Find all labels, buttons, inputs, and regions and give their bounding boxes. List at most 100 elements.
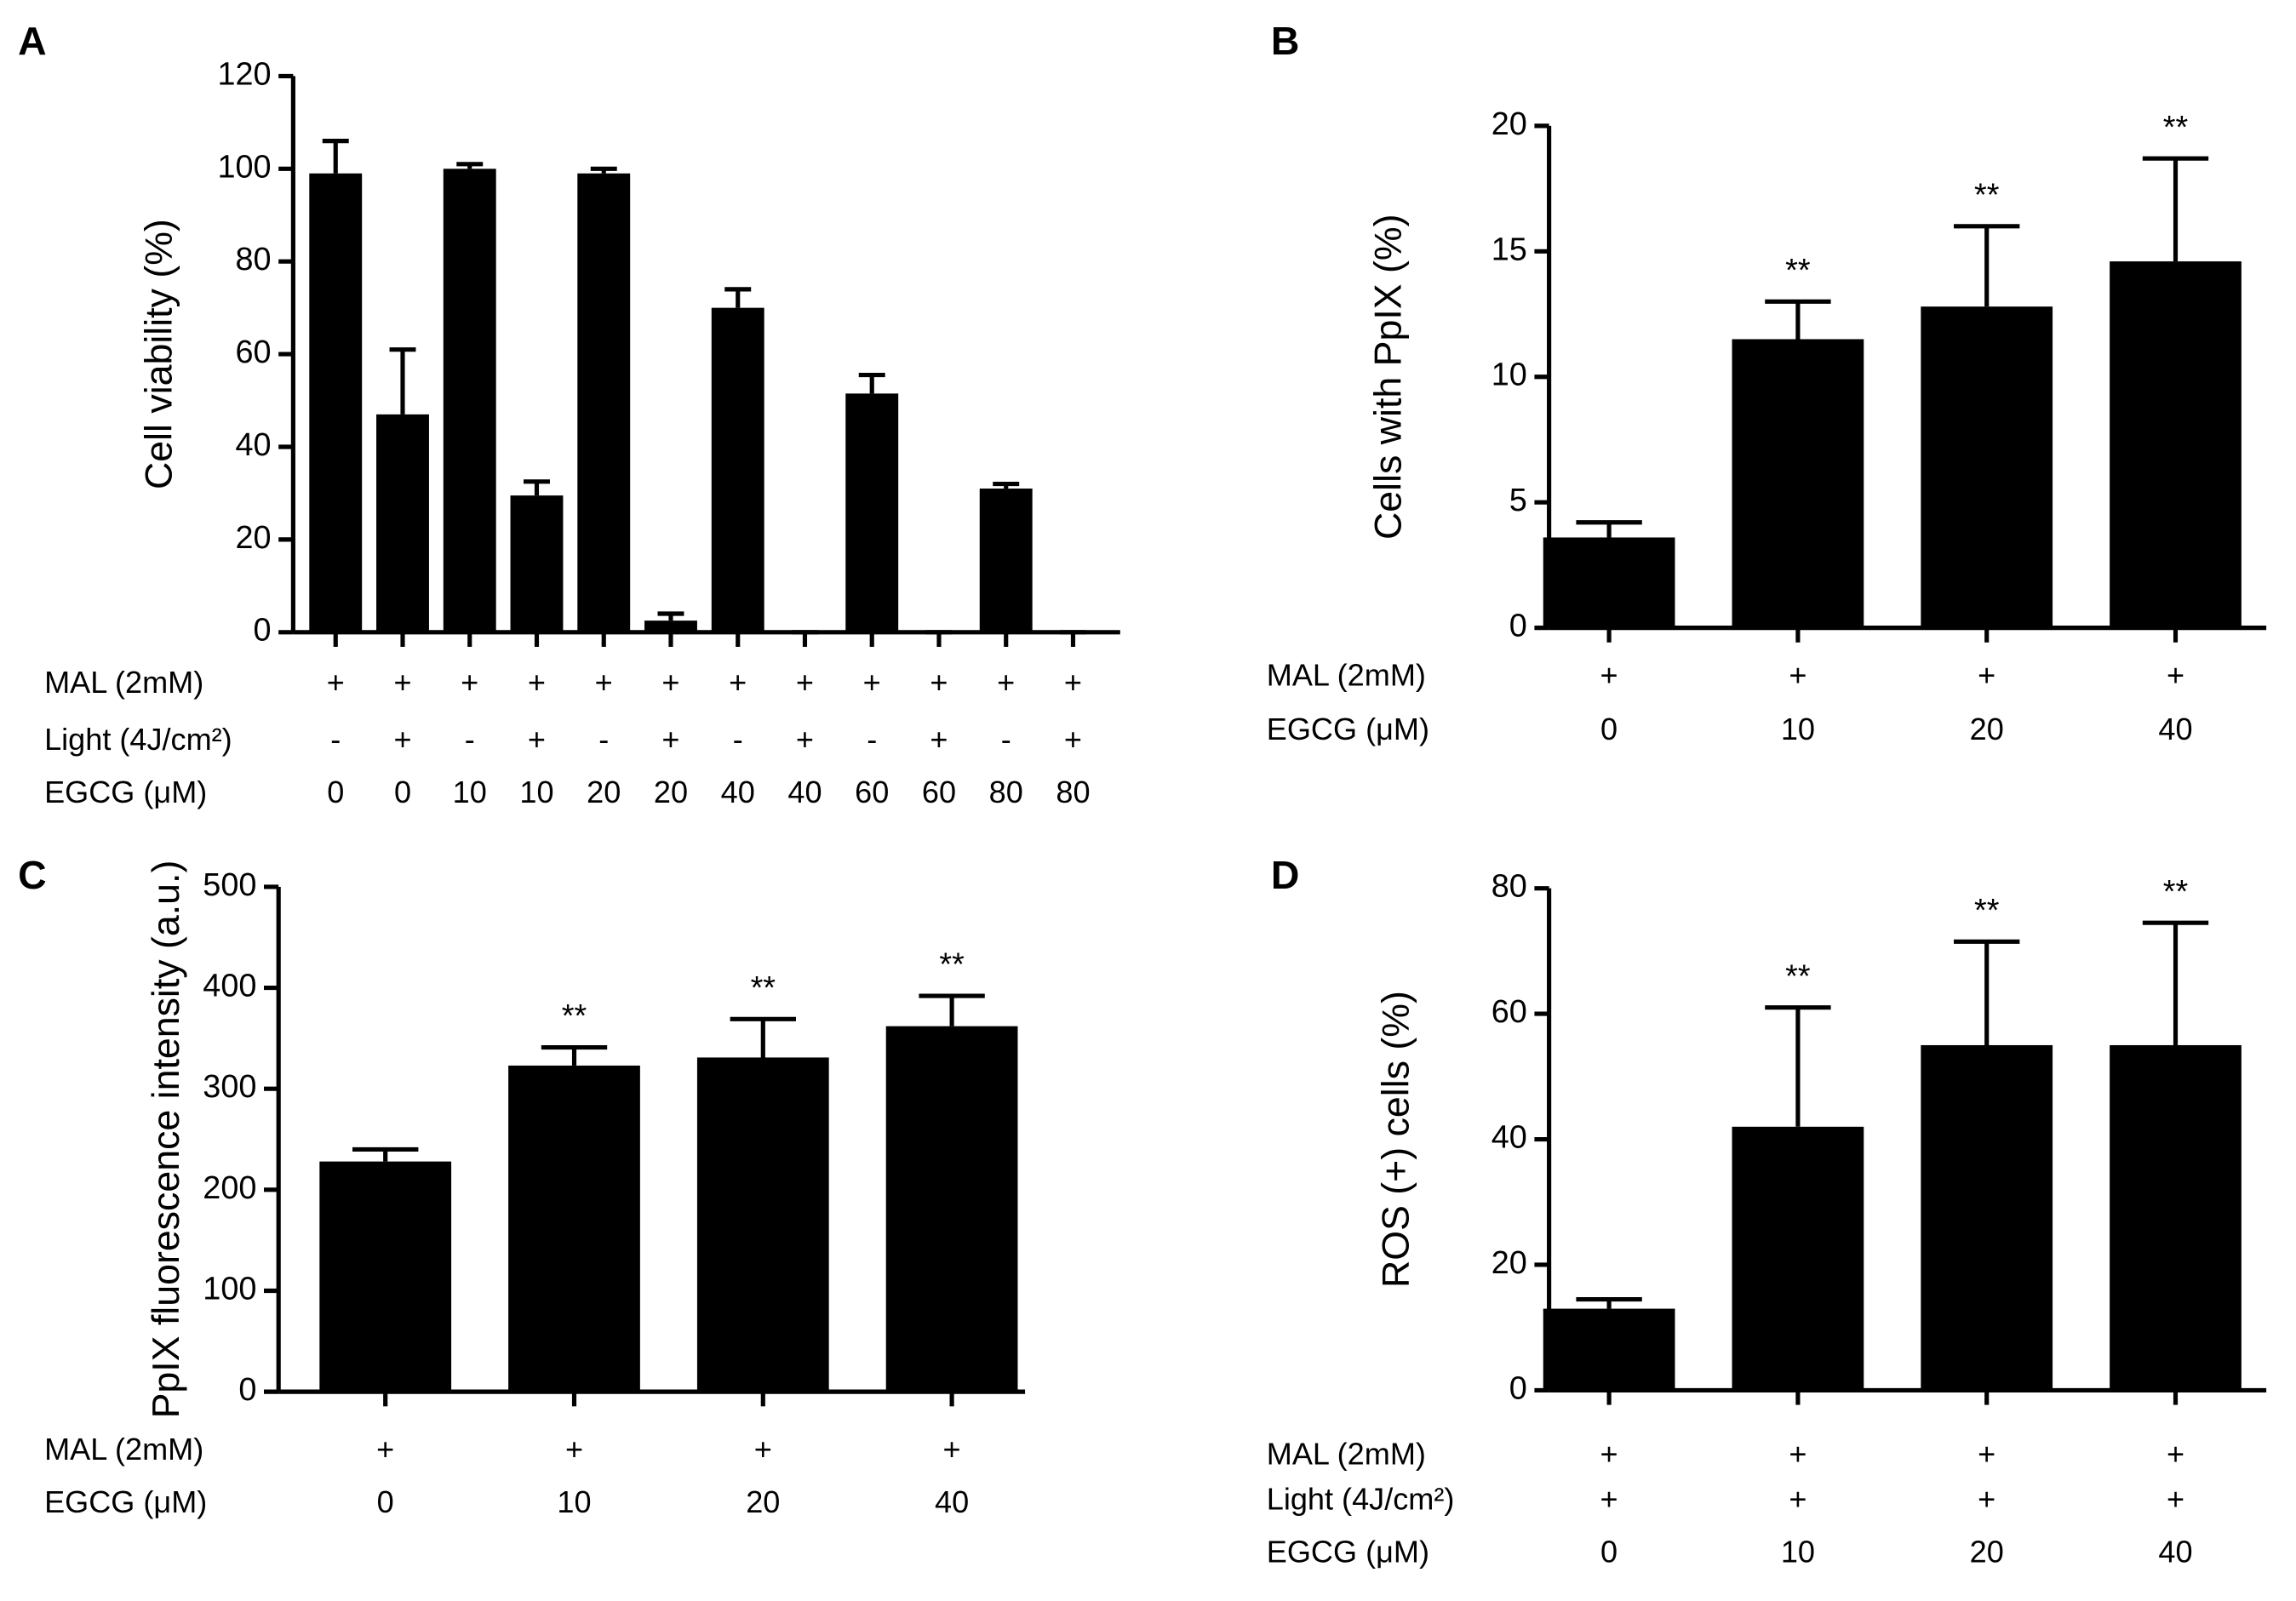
condition-value: 20 (587, 775, 621, 809)
condition-value: + (930, 665, 948, 700)
y-tick-label: 5 (1509, 483, 1527, 518)
condition-value: 10 (1781, 1535, 1815, 1570)
y-tick-label: 20 (236, 520, 272, 556)
y-tick-label: 80 (236, 242, 272, 277)
condition-value: + (1600, 658, 1618, 693)
y-tick-label: 40 (1492, 1120, 1527, 1156)
condition-label: MAL (2mM) (44, 665, 203, 700)
panel-label: A (18, 19, 47, 63)
significance: ** (1974, 893, 2000, 929)
bar (1543, 537, 1675, 628)
condition-value: + (661, 665, 679, 700)
bar (1921, 306, 2053, 628)
y-axis-title: Cell viability (%) (138, 219, 180, 489)
condition-value: + (1789, 1436, 1806, 1471)
bar (376, 414, 429, 632)
bar (1732, 1126, 1864, 1391)
y-tick-label: 0 (1509, 1370, 1527, 1406)
bar (309, 173, 363, 632)
y-tick-label: 200 (203, 1170, 256, 1206)
condition-value: + (1978, 658, 1995, 693)
condition-label: EGCG (μM) (1267, 1535, 1429, 1570)
condition-value: + (754, 1432, 772, 1467)
condition-value: - (867, 722, 877, 757)
condition-value: + (1600, 1436, 1618, 1471)
condition-value: 10 (453, 775, 487, 809)
condition-value: + (997, 665, 1015, 700)
condition-value: 80 (989, 775, 1023, 809)
condition-value: + (1789, 658, 1806, 693)
condition-label: EGCG (μM) (44, 775, 207, 809)
condition-value: 40 (935, 1484, 969, 1519)
bar (885, 1026, 1018, 1392)
condition-label: Light (4J/cm²) (1267, 1482, 1455, 1517)
y-tick-label: 0 (238, 1372, 256, 1408)
condition-value: - (330, 722, 341, 757)
condition-value: + (565, 1432, 583, 1467)
condition-value: + (863, 665, 881, 700)
condition-value: 20 (1970, 1535, 2004, 1570)
y-axis-title: PpIX fluorescence intensity (a.u.) (146, 861, 187, 1419)
condition-value: + (528, 665, 546, 700)
condition-value: 20 (746, 1484, 780, 1519)
condition-value: - (1001, 722, 1011, 757)
bar (696, 1057, 829, 1392)
bar (510, 495, 564, 632)
condition-label: MAL (2mM) (44, 1432, 203, 1467)
condition-value: - (598, 722, 609, 757)
condition-label: MAL (2mM) (1267, 658, 1426, 693)
condition-value: 10 (557, 1484, 591, 1519)
condition-value: 20 (1970, 712, 2004, 746)
condition-value: 60 (922, 775, 956, 809)
panel-label: C (18, 853, 47, 897)
bar (1732, 339, 1864, 628)
condition-value: 40 (787, 775, 822, 809)
condition-value: - (733, 722, 743, 757)
condition-value: - (465, 722, 475, 757)
y-tick-label: 300 (203, 1069, 256, 1105)
y-tick-label: 80 (1492, 869, 1527, 905)
y-tick-label: 0 (254, 613, 272, 649)
significance: ** (1974, 177, 2000, 213)
bar (979, 488, 1033, 632)
condition-value: + (376, 1432, 394, 1467)
bar (845, 393, 899, 632)
condition-value: 20 (654, 775, 688, 809)
condition-value: + (1789, 1482, 1806, 1517)
y-tick-label: 400 (203, 969, 256, 1004)
condition-value: + (2167, 658, 2184, 693)
significance: ** (751, 970, 776, 1006)
condition-value: + (393, 722, 411, 757)
y-tick-label: 100 (203, 1271, 256, 1307)
condition-label: EGCG (μM) (1267, 712, 1429, 746)
condition-value: 60 (855, 775, 889, 809)
bar (711, 307, 764, 632)
bar (1921, 1044, 2053, 1391)
condition-value: + (1978, 1436, 1995, 1471)
significance: ** (2163, 874, 2189, 910)
bar (1543, 1308, 1675, 1391)
condition-value: + (1064, 665, 1082, 700)
condition-label: EGCG (μM) (44, 1484, 207, 1519)
panel-label: D (1271, 853, 1300, 897)
condition-value: + (393, 665, 411, 700)
bar (2110, 1044, 2242, 1391)
significance: ** (939, 947, 965, 983)
condition-value: 40 (2158, 712, 2192, 746)
panel-label: B (1271, 19, 1300, 63)
condition-value: + (1978, 1482, 1995, 1517)
y-tick-label: 20 (1492, 106, 1527, 142)
y-tick-label: 10 (1492, 357, 1527, 393)
condition-value: + (461, 665, 478, 700)
condition-value: + (796, 665, 814, 700)
y-tick-label: 40 (236, 427, 272, 463)
condition-value: + (595, 665, 613, 700)
significance: ** (562, 998, 587, 1034)
condition-value: + (2167, 1482, 2184, 1517)
condition-value: 10 (519, 775, 553, 809)
bar (644, 620, 697, 632)
condition-value: + (930, 722, 948, 757)
condition-value: + (796, 722, 814, 757)
condition-value: 0 (1600, 712, 1618, 746)
condition-value: + (2167, 1436, 2184, 1471)
